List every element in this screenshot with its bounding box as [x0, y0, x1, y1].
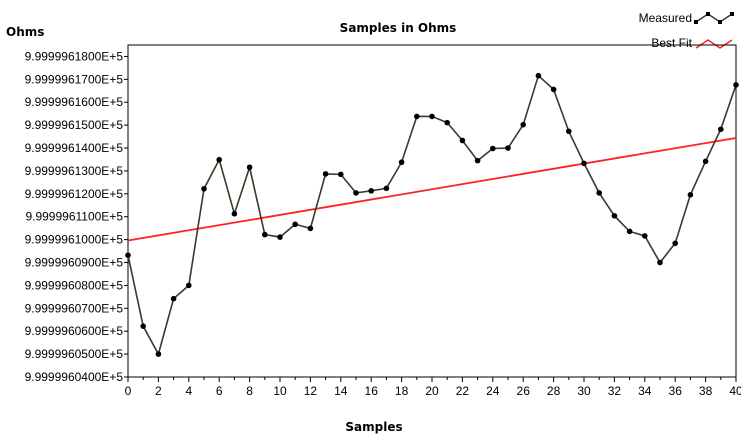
x-tick-label: 30	[577, 384, 591, 398]
x-tick-label: 16	[365, 384, 379, 398]
chart-title: Samples in Ohms	[340, 21, 457, 35]
y-tick-label: 9.9999961700E+5	[25, 72, 124, 86]
legend-label-best-fit: Best Fit	[651, 36, 692, 50]
x-tick-label: 0	[125, 384, 132, 398]
y-tick-label: 9.9999960900E+5	[25, 256, 124, 270]
x-tick-label: 26	[517, 384, 531, 398]
data-point-measured	[505, 145, 511, 151]
x-tick-label: 14	[334, 384, 348, 398]
data-point-measured	[262, 231, 268, 238]
data-point-measured	[246, 164, 253, 171]
data-point-measured	[702, 158, 709, 165]
y-tick-label: 9.9999960700E+5	[25, 301, 124, 315]
data-point-measured	[718, 126, 724, 133]
y-tick-label: 9.9999961600E+5	[25, 95, 124, 109]
series-line-best-fit	[127, 137, 737, 242]
x-tick-label: 32	[608, 384, 622, 398]
plot-area	[127, 44, 737, 378]
y-tick-label: 9.9999960400E+5	[25, 370, 124, 384]
data-point-measured	[338, 171, 344, 178]
x-axis-label: Samples	[345, 420, 402, 434]
data-point-measured	[642, 233, 648, 239]
data-point-measured	[201, 185, 207, 192]
data-point-measured	[322, 171, 329, 177]
data-point-measured	[459, 137, 466, 144]
x-tick-label: 40	[729, 384, 741, 398]
legend-swatch-best-fit	[695, 39, 733, 49]
y-tick-label: 9.9999961400E+5	[25, 141, 124, 155]
legend-swatch-measured	[694, 12, 734, 24]
x-tick-label: 20	[425, 384, 439, 398]
data-point-measured	[490, 145, 496, 152]
data-point-measured	[687, 191, 694, 198]
x-tick-label: 10	[273, 384, 287, 398]
x-tick-label: 22	[456, 384, 470, 398]
y-tick-label: 9.9999961800E+5	[25, 49, 124, 63]
data-point-measured	[398, 159, 405, 166]
data-point-measured	[170, 295, 177, 302]
x-tick-label: 2	[155, 384, 162, 398]
x-tick-label: 8	[246, 384, 253, 398]
data-point-measured	[657, 259, 663, 266]
x-tick-label: 36	[669, 384, 683, 398]
data-point-measured	[307, 225, 314, 232]
data-point-measured	[474, 157, 481, 164]
data-point-measured	[611, 213, 618, 219]
y-tick-label: 9.9999961500E+5	[25, 118, 124, 132]
y-axis: 9.9999960400E+5 9.9999960500E+5 9.99999606…	[25, 49, 128, 384]
data-point-measured	[125, 252, 131, 258]
data-point-measured	[733, 82, 739, 88]
series-layer	[125, 72, 739, 357]
data-point-measured	[383, 185, 390, 192]
x-axis: 0 2 4 6 8 10 12 14 16 18 20 22 24 26 28 30 32 34 36 38 40	[125, 377, 741, 398]
data-point-measured	[520, 121, 526, 128]
data-point-measured	[626, 228, 633, 235]
data-point-measured	[550, 86, 557, 93]
y-tick-label: 9.9999960600E+5	[25, 324, 124, 338]
legend: Measured Best Fit	[639, 11, 734, 50]
x-tick-label: 12	[304, 384, 318, 398]
y-tick-label: 9.9999961000E+5	[25, 233, 124, 247]
data-point-measured	[353, 190, 359, 196]
y-tick-label: 9.9999961200E+5	[25, 187, 124, 201]
y-tick-label: 9.9999960800E+5	[25, 278, 124, 292]
data-point-measured	[596, 190, 602, 196]
data-point-measured	[414, 113, 420, 120]
x-tick-label: 38	[699, 384, 713, 398]
y-axis-label: Ohms	[6, 25, 44, 39]
y-tick-label: 9.9999960500E+5	[25, 347, 124, 361]
data-point-measured	[444, 119, 451, 126]
y-tick-label: 9.9999961300E+5	[25, 164, 124, 178]
x-tick-label: 4	[185, 384, 192, 398]
data-point-measured	[566, 128, 572, 135]
y-tick-label: 9.9999961100E+5	[25, 210, 123, 224]
data-point-measured	[672, 240, 678, 247]
data-point-measured	[140, 323, 146, 329]
data-point-measured	[277, 234, 283, 240]
x-tick-label: 24	[486, 384, 500, 398]
data-point-measured	[368, 188, 375, 194]
data-point-measured	[216, 156, 222, 163]
x-tick-label: 28	[547, 384, 561, 398]
data-point-measured	[155, 351, 162, 357]
x-tick-label: 18	[395, 384, 409, 398]
data-point-measured	[186, 282, 192, 289]
x-tick-label: 34	[638, 384, 652, 398]
data-point-measured	[292, 221, 299, 228]
data-point-measured	[429, 113, 435, 120]
x-tick-label: 6	[216, 384, 223, 398]
data-point-measured	[581, 160, 587, 167]
data-point-measured	[231, 210, 238, 217]
data-point-measured	[535, 72, 542, 79]
legend-label-measured: Measured	[639, 11, 692, 25]
